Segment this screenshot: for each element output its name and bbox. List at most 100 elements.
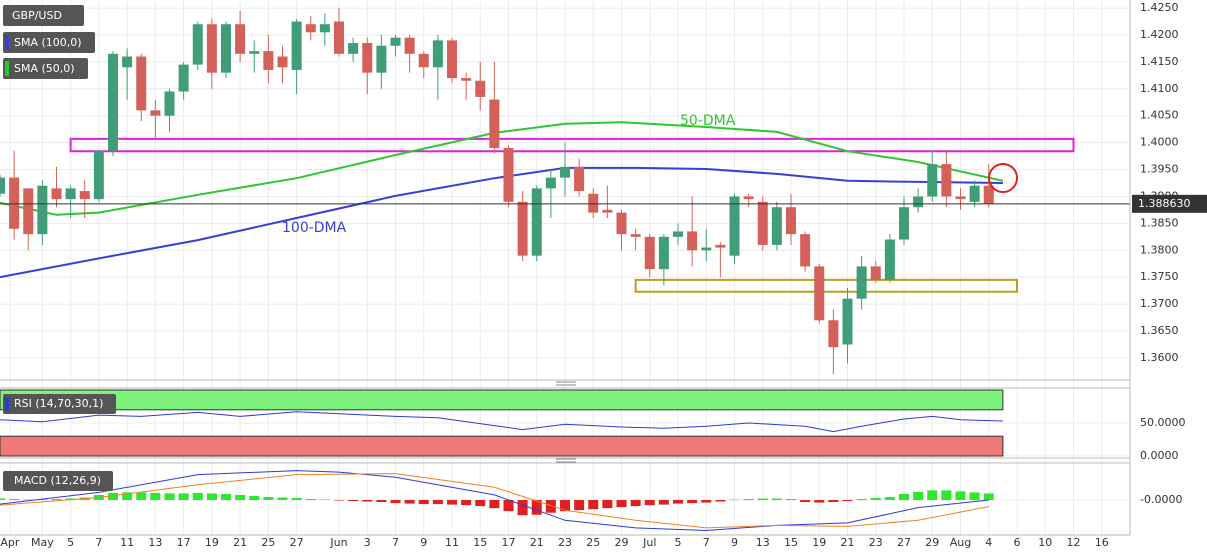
macd-label: MACD (12,26,9)	[14, 474, 101, 487]
x-tick-label: 10	[1038, 536, 1052, 549]
legend-symbol: GBP/USD	[12, 9, 62, 22]
legend-entry: SMA (100,0)	[14, 36, 82, 49]
candle-body	[348, 43, 359, 54]
candle-body	[305, 24, 316, 33]
candle-body	[249, 51, 260, 54]
y-tick-label: 1.4000	[1140, 136, 1179, 149]
candle-body	[404, 37, 415, 54]
candle-body	[235, 24, 246, 54]
x-tick-label: 5	[675, 536, 682, 549]
sma-label: 50-DMA	[680, 113, 736, 129]
macd-histogram-bar	[192, 492, 203, 501]
macd-histogram-bar	[235, 494, 246, 501]
y-tick-label: 1.3850	[1140, 216, 1179, 229]
candle-body	[786, 207, 796, 235]
macd-histogram-bar	[828, 500, 839, 503]
macd-histogram-bar	[9, 499, 20, 501]
y-tick-label: 1.4100	[1140, 82, 1179, 95]
legend-swatch	[5, 35, 9, 50]
candle-body	[800, 234, 811, 267]
x-tick-label: 9	[731, 536, 738, 549]
candle-body	[673, 231, 683, 237]
macd-histogram-bar	[390, 500, 401, 504]
y-tick-label: 1.4250	[1140, 1, 1179, 14]
resize-handle[interactable]	[556, 458, 576, 463]
macd-histogram-bar	[588, 500, 599, 510]
macd-histogram-bar	[870, 497, 881, 501]
x-tick-label: 25	[261, 536, 275, 549]
legend-swatch	[5, 397, 9, 411]
y-tick-label: 1.3700	[1140, 297, 1179, 310]
macd-histogram-bar	[644, 500, 655, 506]
candle-body	[23, 188, 34, 235]
candle-body	[136, 56, 147, 111]
x-tick-label: 6	[1014, 536, 1021, 549]
candle-body	[192, 24, 203, 65]
price-tag-label: 1.388630	[1138, 197, 1191, 210]
macd-histogram-bar	[164, 493, 175, 501]
legend-swatch	[5, 61, 9, 76]
candle-body	[517, 201, 528, 256]
macd-histogram-bar	[418, 500, 429, 505]
candle-body	[941, 164, 952, 197]
macd-histogram-bar	[715, 500, 726, 502]
y-tick-label: 1.3950	[1140, 163, 1179, 176]
macd-histogram-bar	[701, 500, 712, 503]
macd-histogram-bar	[983, 493, 994, 501]
macd-histogram-bar	[0, 498, 5, 501]
candle-body	[899, 207, 909, 240]
macd-histogram-bar	[786, 499, 796, 501]
macd-histogram-bar	[517, 500, 528, 516]
candle-body	[757, 201, 768, 245]
macd-histogram-bar	[927, 490, 938, 501]
y-tick-label: 0.0000	[1140, 449, 1179, 462]
candle-body	[560, 166, 570, 178]
macd-histogram-bar	[277, 497, 288, 501]
macd-histogram-bar	[178, 493, 189, 501]
x-tick-label: 21	[841, 536, 855, 549]
y-tick-label: 1.3800	[1140, 243, 1179, 256]
candle-body	[927, 164, 938, 197]
resize-handle[interactable]	[556, 381, 576, 386]
macd-histogram-bar	[136, 492, 147, 501]
x-tick-label: 5	[67, 536, 74, 549]
macd-histogram-bar	[291, 497, 302, 501]
candle-body	[432, 40, 443, 68]
macd-histogram-bar	[955, 491, 966, 501]
macd-histogram-bar	[941, 490, 952, 501]
candle-body	[221, 24, 231, 73]
candle-body	[334, 21, 344, 54]
x-tick-label: 25	[586, 536, 600, 549]
macd-histogram-bar	[489, 500, 500, 509]
x-tick-label: 7	[392, 536, 399, 549]
candle-body	[870, 266, 881, 280]
macd-histogram-bar	[447, 500, 457, 505]
legend-box	[3, 58, 88, 79]
macd-histogram-bar	[757, 498, 768, 501]
candle-body	[545, 177, 556, 189]
x-tick-label: 13	[148, 536, 162, 549]
y-tick-label: 1.4200	[1140, 28, 1179, 41]
legend-box	[3, 32, 95, 53]
candle-body	[531, 188, 542, 256]
legend-box	[3, 471, 113, 491]
candle-body	[291, 21, 302, 70]
rsi-oversold-zone	[0, 435, 1004, 457]
macd-histogram-bar	[884, 496, 895, 501]
macd-histogram-bar	[51, 499, 62, 501]
candle-body	[616, 212, 627, 235]
x-tick-label: 23	[558, 536, 572, 549]
candle-body	[362, 43, 373, 73]
zone	[634, 278, 1018, 293]
macd-histogram-bar	[602, 500, 613, 509]
highlight-circle	[988, 163, 1018, 193]
candle-body	[644, 236, 655, 270]
macd-histogram-bar	[969, 492, 980, 501]
x-tick-label: 3	[364, 536, 371, 549]
x-tick-label: Jun	[329, 536, 347, 549]
y-tick-label: 1.3900	[1140, 189, 1179, 202]
macd-histogram-bar	[531, 500, 542, 515]
candle-body	[93, 150, 104, 200]
x-tick-label: 11	[445, 536, 459, 549]
